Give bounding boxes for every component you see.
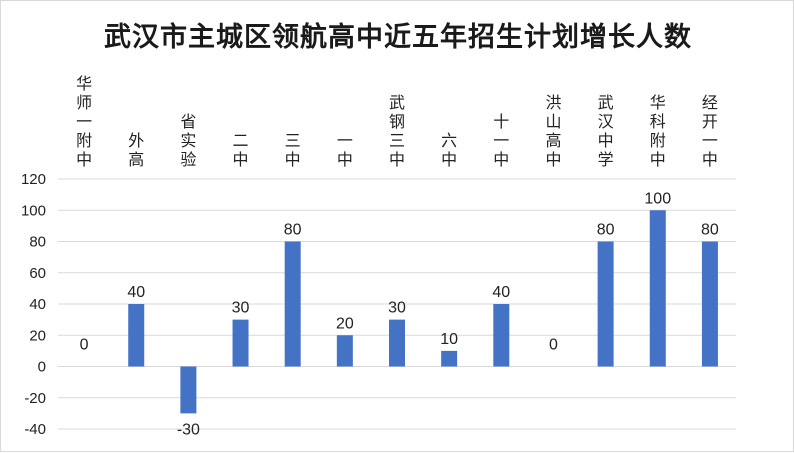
category-label: 华师一附中 (76, 75, 92, 169)
y-tick-label: -20 (24, 390, 46, 407)
bar (128, 304, 145, 367)
y-tick-label: 40 (29, 296, 46, 313)
data-label: 20 (336, 315, 354, 332)
data-label: -30 (177, 421, 200, 438)
category-label: 武钢三中 (389, 94, 405, 169)
category-label: 武汉中学 (598, 94, 614, 169)
bar (232, 319, 249, 367)
data-label: 0 (80, 337, 89, 354)
y-tick-label: 80 (29, 234, 46, 251)
category-label: 华科附中 (650, 94, 666, 169)
bar (336, 335, 353, 367)
bar (441, 350, 458, 367)
data-label: 30 (232, 300, 250, 317)
category-label: 一中 (337, 133, 353, 169)
data-label: 80 (284, 222, 302, 239)
bars (128, 210, 718, 414)
bar (493, 304, 510, 367)
category-label: 六中 (441, 132, 457, 169)
bar (701, 241, 718, 367)
data-label: 0 (549, 337, 558, 354)
chart-title: 武汉市主城区领航高中近五年招生计划增长人数 (104, 22, 692, 53)
y-axis-ticks: 120 100 80 60 40 20 0 -20 -40 (21, 171, 46, 438)
data-label: 80 (701, 222, 719, 239)
category-label: 二中 (233, 133, 249, 169)
category-label: 省实验 (180, 113, 196, 169)
data-label: 40 (492, 284, 510, 301)
bar (180, 366, 197, 414)
y-tick-label: 100 (21, 202, 46, 219)
data-label: 10 (440, 331, 458, 348)
bar (389, 319, 405, 367)
data-label: 100 (644, 190, 671, 207)
y-tick-label: 20 (29, 327, 46, 344)
y-tick-label: 0 (38, 359, 46, 376)
category-label: 外高 (128, 132, 144, 169)
category-label: 三中 (285, 133, 301, 169)
data-labels: 0 40 -30 30 80 20 30 10 40 0 80 100 80 (80, 190, 719, 438)
y-tick-label: 60 (29, 265, 46, 282)
y-tick-label: -40 (24, 421, 46, 438)
category-label: 洪山高中 (545, 94, 561, 169)
bar (597, 241, 614, 367)
category-label: 经开一中 (702, 94, 718, 169)
bar (649, 210, 666, 367)
y-tick-label: 120 (21, 171, 46, 188)
bar (284, 241, 301, 367)
category-label: 十一中 (493, 113, 509, 169)
data-label: 30 (388, 300, 406, 317)
data-label: 40 (127, 284, 145, 301)
data-label: 80 (597, 222, 615, 239)
